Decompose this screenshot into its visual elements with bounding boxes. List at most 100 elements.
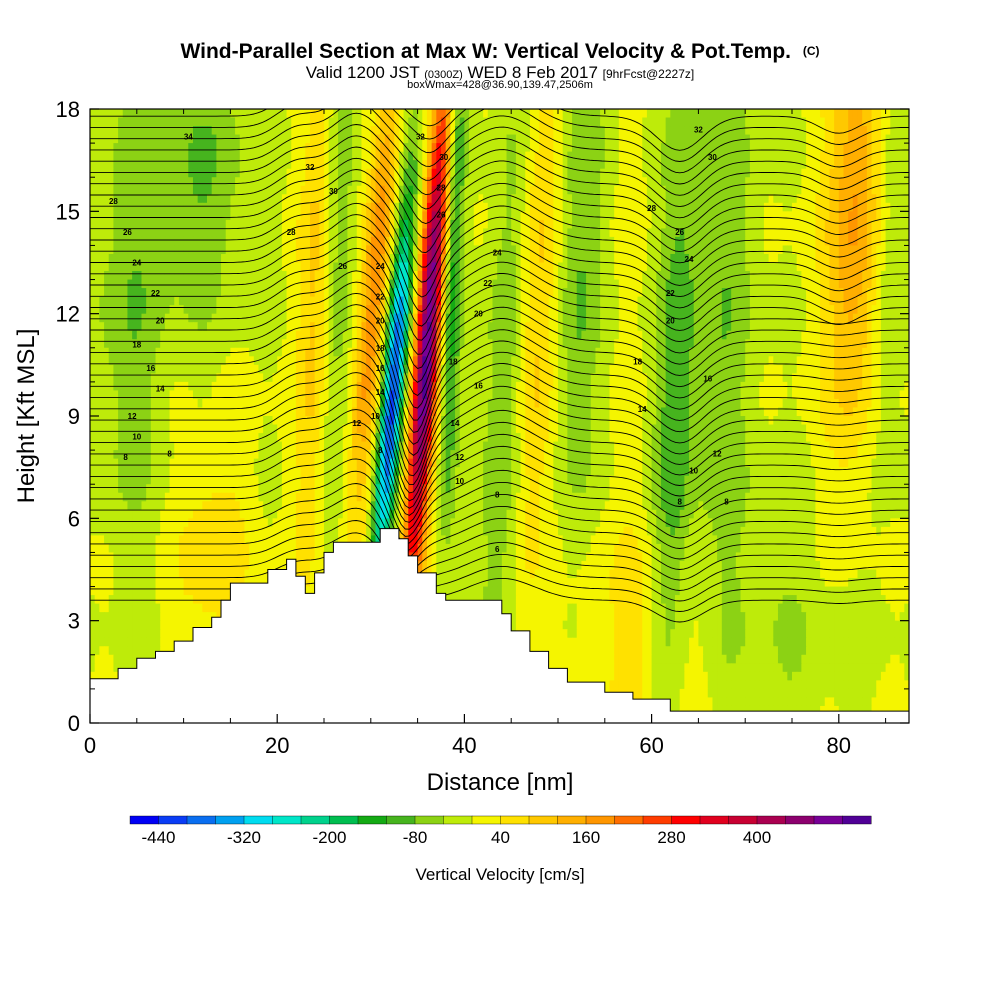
field-cell	[838, 185, 845, 195]
field-cell	[258, 271, 264, 281]
field-cell	[225, 185, 231, 195]
field-cell	[670, 160, 676, 170]
field-cell	[623, 288, 629, 298]
field-cell	[792, 339, 798, 349]
field-cell	[885, 109, 891, 119]
field-cell	[417, 253, 423, 264]
field-cell	[356, 245, 363, 255]
field-cell	[852, 245, 859, 255]
field-cell	[132, 143, 138, 153]
field-cell	[277, 305, 283, 315]
field-cell	[347, 185, 353, 195]
field-cell	[272, 288, 278, 298]
field-cell	[132, 126, 138, 136]
field-cell	[244, 271, 250, 281]
field-cell	[721, 262, 728, 272]
field-cell	[309, 211, 316, 221]
field-cell	[763, 245, 770, 255]
field-cell	[726, 322, 732, 332]
field-cell	[178, 219, 185, 229]
field-cell	[745, 185, 751, 195]
field-cell	[721, 202, 728, 212]
field-cell	[492, 228, 498, 238]
field-cell	[324, 143, 330, 153]
field-cell	[169, 143, 175, 153]
field-cell	[768, 185, 774, 195]
field-cell	[450, 194, 456, 204]
field-cell	[207, 271, 213, 281]
field-cell	[441, 134, 447, 144]
field-cell	[309, 109, 316, 119]
field-cell	[721, 134, 728, 144]
field-cell	[295, 330, 302, 340]
field-cell	[338, 347, 344, 357]
field-cell	[834, 262, 840, 272]
field-cell	[188, 117, 194, 127]
field-cell	[221, 109, 227, 119]
field-cell	[422, 202, 428, 212]
field-cell	[295, 245, 302, 255]
field-cell	[225, 126, 231, 136]
field-cell	[501, 211, 508, 221]
field-cell	[249, 109, 255, 119]
field-cell	[754, 313, 760, 323]
field-cell	[754, 236, 760, 247]
field-cell	[754, 288, 760, 298]
field-cell	[726, 134, 732, 144]
field-cell	[740, 126, 746, 136]
field-cell	[459, 151, 465, 161]
field-cell	[483, 288, 489, 298]
field-cell	[132, 262, 138, 272]
field-cell	[431, 296, 437, 306]
field-cell	[773, 160, 779, 170]
field-cell	[707, 296, 714, 306]
field-cell	[689, 151, 695, 161]
field-cell	[249, 288, 255, 298]
field-cell	[506, 339, 512, 349]
field-cell	[660, 313, 667, 323]
field-cell	[501, 279, 508, 289]
field-cell	[642, 288, 648, 298]
field-cell	[370, 262, 377, 272]
field-cell	[684, 194, 690, 204]
field-cell	[534, 185, 540, 195]
field-cell	[263, 126, 269, 136]
field-cell	[515, 339, 522, 349]
field-cell	[211, 126, 217, 136]
field-cell	[113, 228, 119, 238]
field-cell	[726, 330, 732, 340]
field-cell	[590, 253, 597, 264]
field-cell	[660, 236, 667, 247]
field-cell	[230, 211, 236, 221]
field-cell	[679, 322, 685, 332]
field-cell	[160, 330, 166, 340]
field-cell	[525, 330, 531, 340]
field-cell	[155, 185, 161, 195]
field-cell	[347, 279, 353, 289]
field-cell	[572, 126, 578, 136]
field-cell	[469, 126, 475, 136]
field-cell	[235, 168, 241, 178]
field-cell	[553, 211, 559, 221]
field-cell	[178, 245, 185, 255]
field-cell	[169, 117, 175, 127]
field-cell	[646, 211, 653, 221]
field-cell	[876, 330, 882, 340]
field-cell	[749, 279, 756, 289]
field-cell	[628, 339, 634, 349]
field-cell	[628, 177, 634, 187]
field-cell	[899, 202, 905, 212]
field-cell	[328, 109, 334, 119]
field-cell	[852, 305, 859, 315]
field-cell	[787, 245, 793, 255]
field-cell	[721, 151, 728, 161]
field-cell	[132, 322, 138, 332]
field-cell	[146, 109, 152, 119]
field-cell	[871, 185, 877, 195]
field-cell	[637, 151, 643, 161]
field-cell	[782, 219, 788, 229]
field-cell	[703, 211, 709, 221]
field-cell	[422, 253, 428, 264]
field-cell	[258, 245, 264, 255]
field-cell	[890, 245, 896, 255]
